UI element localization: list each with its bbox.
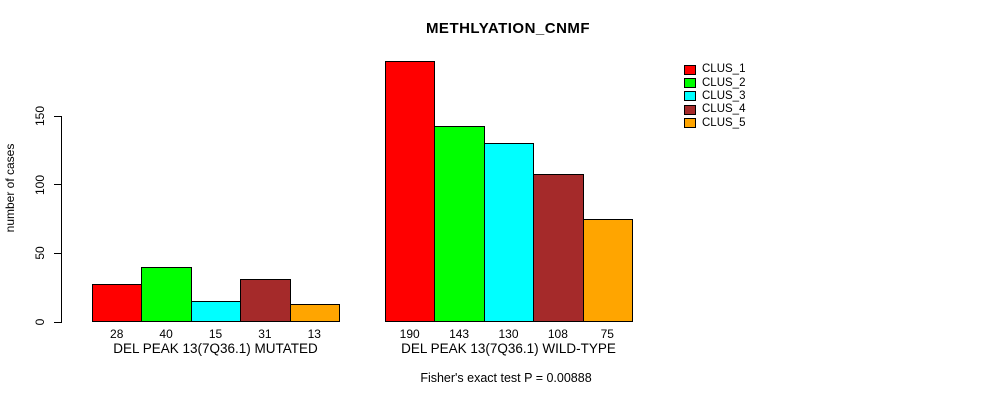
bar-clus_4-group2 [533,173,584,322]
y-axis-title: number of cases [3,143,17,233]
bar-clus_5-group2 [582,219,633,322]
bar-clus_3-group2 [483,143,535,322]
legend-swatch-clus_4 [684,104,696,115]
y-tick-label: 0 [33,318,47,326]
y-axis-line [61,116,62,323]
bar-value-label: 108 [547,327,568,341]
legend-item: CLUS_2 [684,76,745,89]
legend-label: CLUS_1 [702,63,746,76]
y-axis-tick [54,115,61,117]
legend-label: CLUS_3 [702,89,746,102]
legend-swatch-clus_5 [684,118,696,129]
bar-value-label: 40 [159,327,173,341]
bar-clus_3-group1 [190,301,242,322]
bar-value-label: 75 [600,327,614,341]
bar-clus_4-group1 [240,279,291,322]
bar-clus_2-group1 [141,267,192,322]
bar-value-label: 190 [399,327,420,341]
fisher-test-annotation: Fisher's exact test P = 0.00888 [420,371,592,385]
x-category-label: DEL PEAK 13(7Q36.1) MUTATED [113,341,318,356]
legend: CLUS_1 CLUS_2 CLUS_3 CLUS_4 CLUS_5 [684,63,745,130]
legend-label: CLUS_4 [702,103,746,116]
y-tick-label: 100 [33,174,47,195]
y-axis-tick [54,321,61,323]
legend-item: CLUS_1 [684,63,745,76]
bar-clus_1-group1 [92,283,143,322]
y-axis-tick [54,252,61,254]
legend-item: CLUS_5 [684,117,745,130]
bar-value-label: 143 [449,327,470,341]
bar-value-label: 31 [258,327,272,341]
y-axis-tick [54,184,61,186]
bar-clus_5-group1 [289,304,340,322]
legend-item: CLUS_3 [684,90,745,103]
legend-item: CLUS_4 [684,103,745,116]
legend-label: CLUS_2 [702,76,746,89]
legend-swatch-clus_1 [684,64,696,75]
legend-swatch-clus_3 [684,91,696,102]
legend-label: CLUS_5 [702,116,746,129]
legend-swatch-clus_2 [684,78,696,89]
bar-value-label: 130 [498,327,519,341]
y-tick-label: 150 [33,105,47,127]
y-tick-label: 50 [33,246,47,261]
bar-clus_1-group2 [385,61,436,322]
bar-value-label: 28 [110,327,124,341]
bar-value-label: 15 [208,327,223,341]
bar-clus_2-group2 [434,125,485,322]
x-category-label: DEL PEAK 13(7Q36.1) WILD-TYPE [401,341,616,356]
chart-title: METHLYATION_CNMF [425,20,591,37]
bar-value-label: 13 [307,327,321,341]
